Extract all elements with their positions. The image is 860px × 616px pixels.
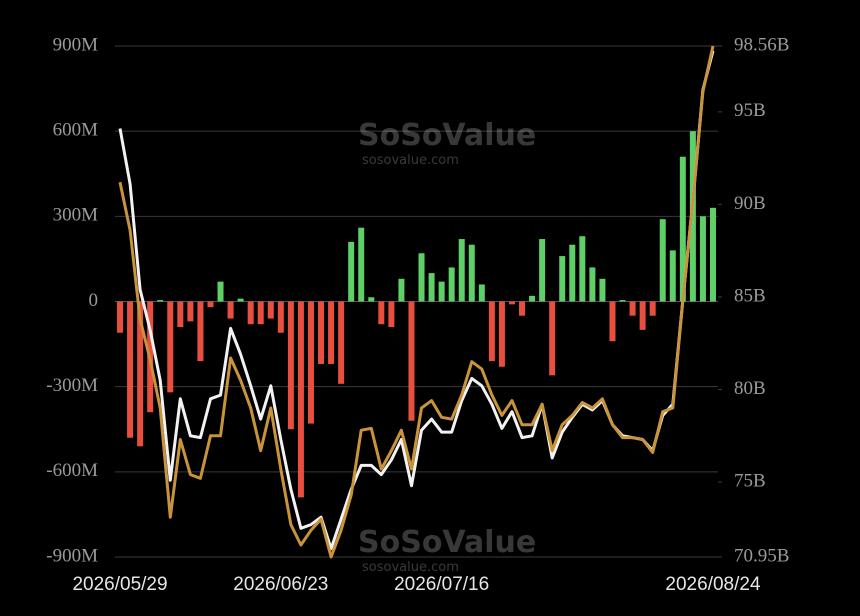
bar [669,250,676,302]
bar [649,301,656,316]
bar [277,301,284,333]
bar [287,301,294,430]
line [118,45,715,559]
bar [368,297,375,302]
bar [428,273,435,302]
bar [297,301,304,498]
bar [448,267,455,302]
y2-tick-label: 98.56B [734,34,789,55]
bar [418,253,425,302]
bar [609,301,616,342]
bar [348,241,355,302]
bar [408,301,415,421]
bar [267,301,274,319]
bar [579,236,586,302]
bar [197,301,204,362]
bar [559,256,566,302]
x-tick-label: 2026/06/23 [233,574,328,595]
y2-tick-label: 90B [734,193,766,214]
bar [488,301,495,362]
bar [328,301,335,364]
bar [398,278,405,302]
watermark-brand: SoSoValue [358,525,536,560]
x-tick-label: 2026/05/29 [72,574,167,595]
bar [458,239,465,302]
bar [167,301,174,393]
bar [127,301,134,438]
bar [338,301,345,384]
bar [639,301,646,330]
bar [438,281,445,302]
y-tick-label: 300M [53,205,99,226]
y2-tick-label: 85B [734,285,766,306]
y2-tick-label: 80B [734,378,766,399]
bar [619,300,626,302]
bar [117,301,124,333]
watermark-site: sosovalue.com [362,153,459,168]
bar [207,301,214,308]
y-tick-label: -600M [46,460,98,481]
bar [378,301,385,325]
bar [569,244,576,302]
bar [137,301,144,447]
bar [498,301,505,367]
y-tick-label: 0 [89,290,99,311]
bar [358,227,365,302]
bar [679,156,686,302]
bar [318,301,325,364]
bar [468,244,475,302]
bar [599,278,606,302]
bar [539,239,546,302]
bar [217,281,224,302]
bar [177,301,184,328]
bar [549,301,556,376]
bar [257,301,264,325]
bar [508,301,515,305]
bar [699,216,706,302]
bar [589,267,596,302]
x-tick-label: 2026/07/16 [394,574,489,595]
y2-tick-label: 95B [734,100,766,121]
bar [157,300,164,302]
watermark-site: sosovalue.com [362,560,459,575]
bar [689,131,696,302]
y-tick-label: -300M [46,375,98,396]
plot: -900M -600M -300M 0 300M 600M 900M 70.95B 75B 80B… [46,34,789,595]
y-tick-label: 900M [53,34,99,55]
bar [478,284,485,302]
bar [247,301,254,325]
bar [388,301,395,328]
bar [529,295,536,302]
bar [307,301,314,424]
bar [659,219,666,302]
bar [629,301,636,316]
bar [237,298,244,302]
watermark-brand: SoSoValue [358,118,536,153]
bar [187,301,194,322]
y-tick-label: 600M [53,120,99,141]
y2-tick-label: 75B [734,470,766,491]
bar [709,207,716,302]
x-tick-label: 2026/08/24 [665,574,761,595]
y-tick-label: -900M [46,545,98,566]
y2-tick-label: 70.95B [734,545,789,566]
bar [227,301,234,319]
bar [519,301,526,316]
